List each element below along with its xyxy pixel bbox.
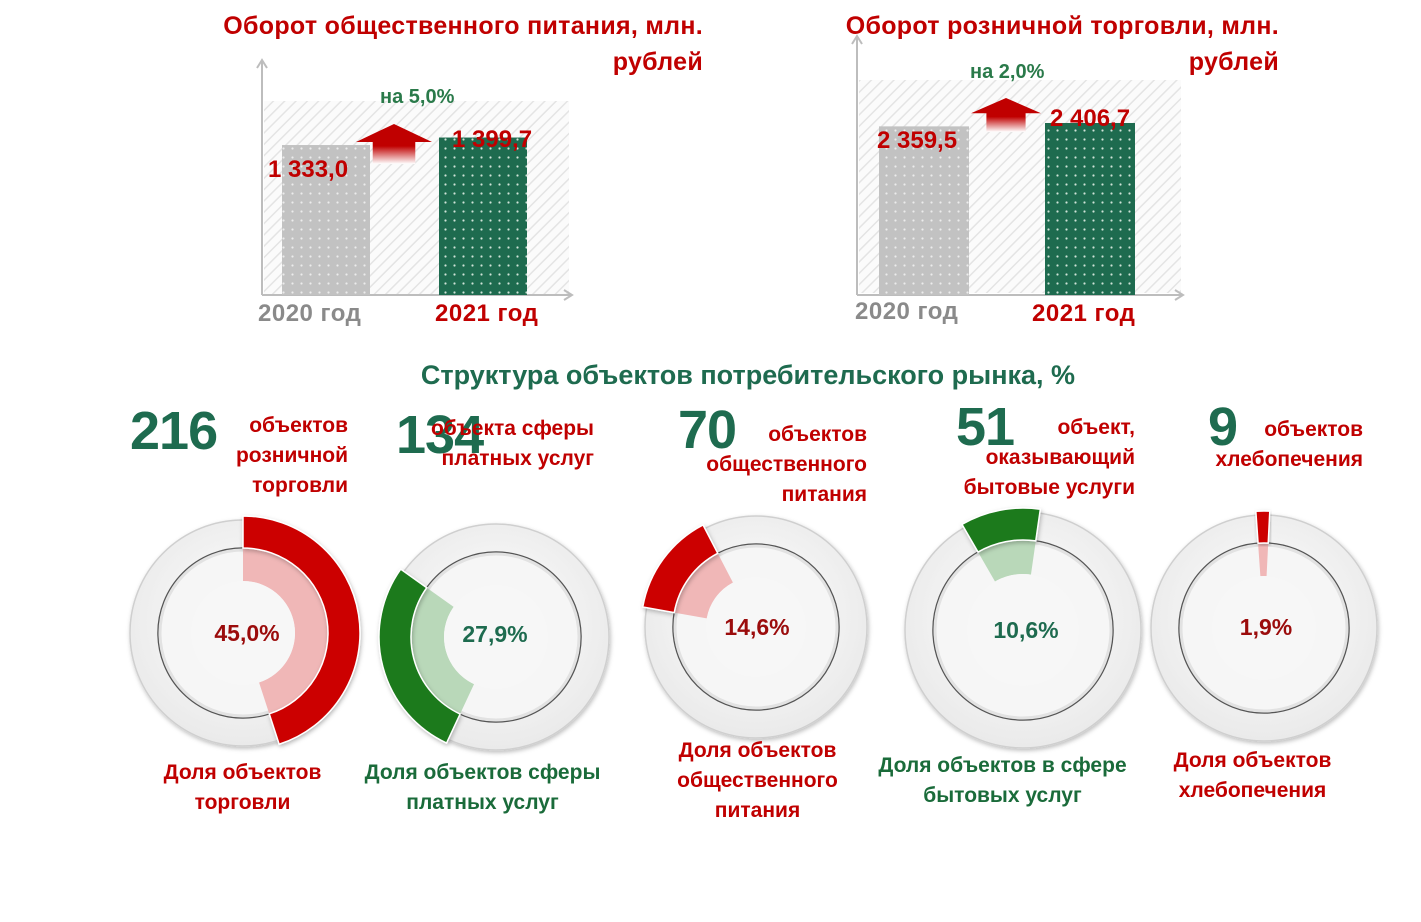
- donut-bakery-inner-slice: [1258, 542, 1269, 577]
- donut-household-services-slice: [960, 507, 1042, 554]
- donut-catering: [641, 515, 868, 739]
- count-label-bakery: объектов хлебопечения: [1215, 418, 1363, 471]
- donut-paid-services-slice: [378, 568, 462, 745]
- donut-caption-bakery: Доля объектов хлебопечения: [1173, 749, 1332, 802]
- donut-caption-paid-services: Доля объектов сферы платных услуг: [364, 761, 601, 814]
- chart-1-category-2021: 2021 год: [435, 300, 539, 327]
- donut-pct-household-services: 10,6%: [993, 617, 1059, 643]
- donut-caption-household-services: Доля объектов в сфере бытовых услуг: [878, 754, 1127, 807]
- chart-2-title: Оборот розничной торговли, млн. рублей: [845, 12, 1279, 76]
- count-label-retail: объектов розничной торговли: [235, 414, 348, 497]
- donut-retail-center: [191, 581, 295, 685]
- donut-bakery-center: [1212, 576, 1316, 680]
- chart-1-bar-2021: [439, 137, 527, 295]
- count-household-services: 51: [956, 397, 1015, 457]
- donut-pct-retail: 45,0%: [214, 620, 280, 646]
- chart-2-y-axis-arrow: [851, 34, 863, 45]
- donut-bakery-slice: [1255, 510, 1271, 545]
- donut-paid-services-inner-slice: [411, 587, 475, 715]
- donut-paid-services: [378, 523, 610, 751]
- count-catering: 70: [678, 400, 737, 460]
- chart-2-bar-2020: [879, 126, 969, 296]
- donut-retail-inner-slice: [243, 548, 328, 714]
- donut-bakery: [1150, 510, 1378, 742]
- chart-2-growth-label: на 2,0%: [970, 61, 1045, 83]
- chart-2-value-label-2020: 2 359,5: [877, 127, 958, 154]
- count-paid-services: 134: [396, 405, 484, 465]
- chart-1-bar-2020: [282, 145, 370, 295]
- chart-2-category-2021: 2021 год: [1032, 300, 1136, 327]
- donut-household-services: [904, 507, 1142, 749]
- donut-catering-slice: [641, 523, 719, 614]
- donut-charts-layer: [129, 507, 1378, 751]
- chart-1-growth-arrow-icon: [356, 124, 432, 164]
- count-label-paid-services: объекта сферы платных услуг: [430, 417, 594, 470]
- chart-1-growth-label: на 5,0%: [380, 86, 455, 108]
- donut-caption-retail: Доля объектов торговли: [163, 761, 322, 814]
- chart-2-bar-2021: [1045, 122, 1135, 296]
- count-bakery: 9: [1208, 397, 1238, 457]
- chart-1-plot: [256, 58, 574, 301]
- chart-1-y-axis-arrow: [256, 58, 268, 69]
- chart-2-plot: [851, 34, 1185, 301]
- donut-retail: [129, 515, 361, 747]
- chart-1-x-axis-arrow: [563, 289, 574, 301]
- structure-section-title: Структура объектов потребительского рынк…: [420, 360, 1076, 390]
- donut-household-services-center: [967, 574, 1079, 686]
- count-label-catering: объектов общественного питания: [706, 423, 867, 506]
- bar-charts-layer: [256, 34, 1185, 301]
- donut-pct-catering: 14,6%: [724, 614, 790, 640]
- chart-2-growth-arrow-icon: [971, 98, 1041, 132]
- count-label-household-services: объект, оказывающий бытовые услуги: [963, 416, 1135, 499]
- donut-pct-bakery: 1,9%: [1239, 614, 1293, 640]
- count-retail: 216: [130, 401, 218, 461]
- donut-household-services-inner-slice: [978, 540, 1036, 582]
- donut-catering-inner-rim: [673, 544, 839, 710]
- chart-1-title: Оборот общественного питания, млн. рубле…: [223, 12, 703, 76]
- chart-2-value-label-2021: 2 406,7: [1050, 105, 1131, 132]
- chart-2-category-2020: 2020 год: [855, 298, 959, 325]
- chart-2-x-axis-arrow: [1174, 289, 1185, 301]
- chart-1-category-2020: 2020 год: [258, 300, 362, 327]
- donut-pct-paid-services: 27,9%: [462, 621, 528, 647]
- donut-caption-catering: Доля объектов общественного питания: [677, 739, 838, 822]
- donut-paid-services-center: [444, 585, 548, 689]
- donut-catering-center: [706, 577, 806, 677]
- chart-1-value-label-2021: 1 399,7: [452, 126, 533, 153]
- chart-1-value-label-2020: 1 333,0: [268, 156, 349, 183]
- donut-catering-inner-slice: [674, 553, 733, 619]
- donut-retail-slice: [242, 515, 361, 746]
